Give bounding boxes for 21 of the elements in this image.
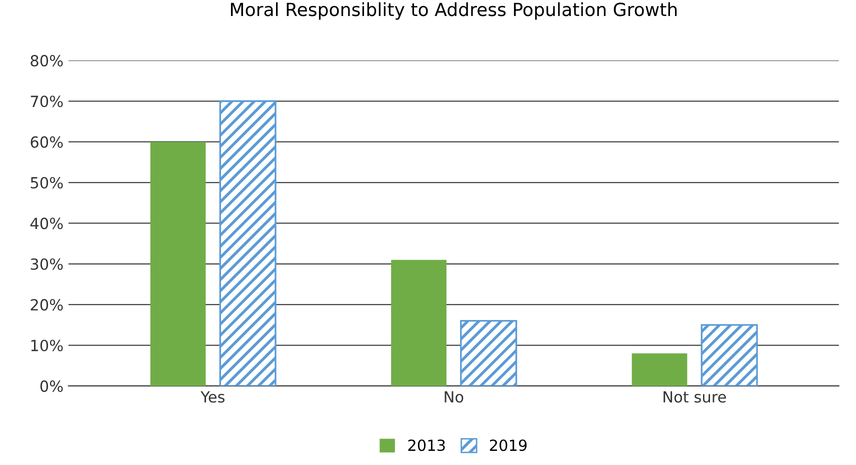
y-tick-label: 30% <box>30 258 63 270</box>
legend-label: 2013 <box>408 439 445 452</box>
bar <box>219 100 276 386</box>
y-tick-label: 0% <box>40 380 63 392</box>
y-tick-label: 60% <box>30 136 63 148</box>
bar <box>632 353 688 386</box>
bar <box>460 320 518 386</box>
y-tick-label: 50% <box>30 176 63 189</box>
legend-label: 2019 <box>490 439 527 452</box>
y-tick-label: 20% <box>30 299 63 311</box>
bar <box>150 142 206 386</box>
bar <box>700 324 758 386</box>
chart-title: Moral Responsiblity to Address Population Growth <box>230 2 677 20</box>
x-tick-label: Yes <box>200 391 225 403</box>
bar <box>391 260 446 386</box>
y-tick-label: 40% <box>30 218 63 230</box>
x-tick-label: No <box>444 391 464 403</box>
y-tick-label: 70% <box>30 96 63 108</box>
x-tick-label: Not sure <box>664 391 726 403</box>
y-tick-label: 10% <box>31 340 63 352</box>
y-tick-label: 80% <box>30 54 63 66</box>
